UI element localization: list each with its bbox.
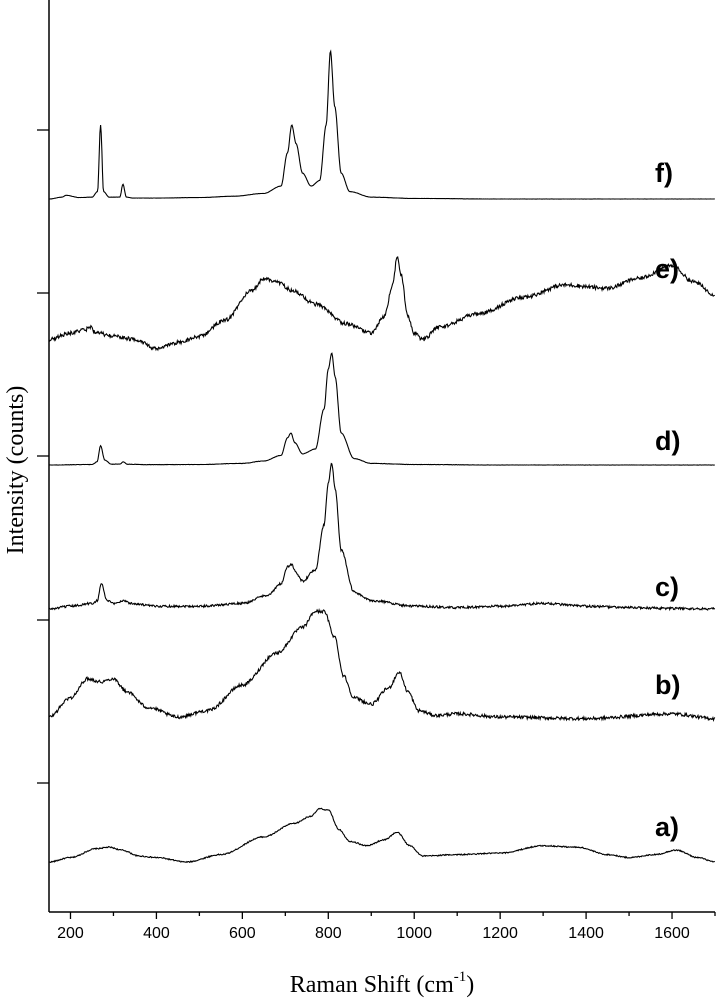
- trace-labels: a) b) c) d) e) f): [655, 158, 680, 842]
- spectrum-trace-1: [48, 807, 716, 863]
- x-tick-label: 1400: [568, 925, 604, 942]
- x-tick-label: 200: [57, 925, 84, 942]
- trace-label: c): [655, 572, 679, 602]
- axes: [48, 0, 715, 913]
- x-tick-label: 1600: [654, 925, 690, 942]
- spectrum-trace-2: [49, 607, 716, 722]
- trace-label: b): [655, 670, 680, 700]
- y-axis-title: Intensity (counts): [3, 386, 29, 555]
- trace-label: f): [655, 158, 673, 188]
- spectrum-trace-6: [49, 49, 715, 200]
- x-tick-label: 1000: [396, 925, 432, 942]
- trace-label: a): [655, 812, 679, 842]
- x-ticks: 200 400 600 800 1000 1200 1400 1600: [57, 912, 716, 942]
- x-axis-title: Raman Shift (cm-1): [290, 969, 474, 998]
- y-ticks: [37, 129, 49, 784]
- trace-label: d): [655, 426, 680, 456]
- spectrum-trace-5: [48, 256, 715, 352]
- x-tick-label: 1200: [482, 925, 518, 942]
- x-tick-label: 400: [143, 925, 170, 942]
- traces: [48, 49, 716, 863]
- x-tick-label: 800: [315, 925, 342, 942]
- spectrum-trace-4: [48, 352, 715, 466]
- trace-label: e): [655, 254, 679, 284]
- x-tick-label: 600: [229, 925, 256, 942]
- spectrum-trace-3: [48, 462, 716, 612]
